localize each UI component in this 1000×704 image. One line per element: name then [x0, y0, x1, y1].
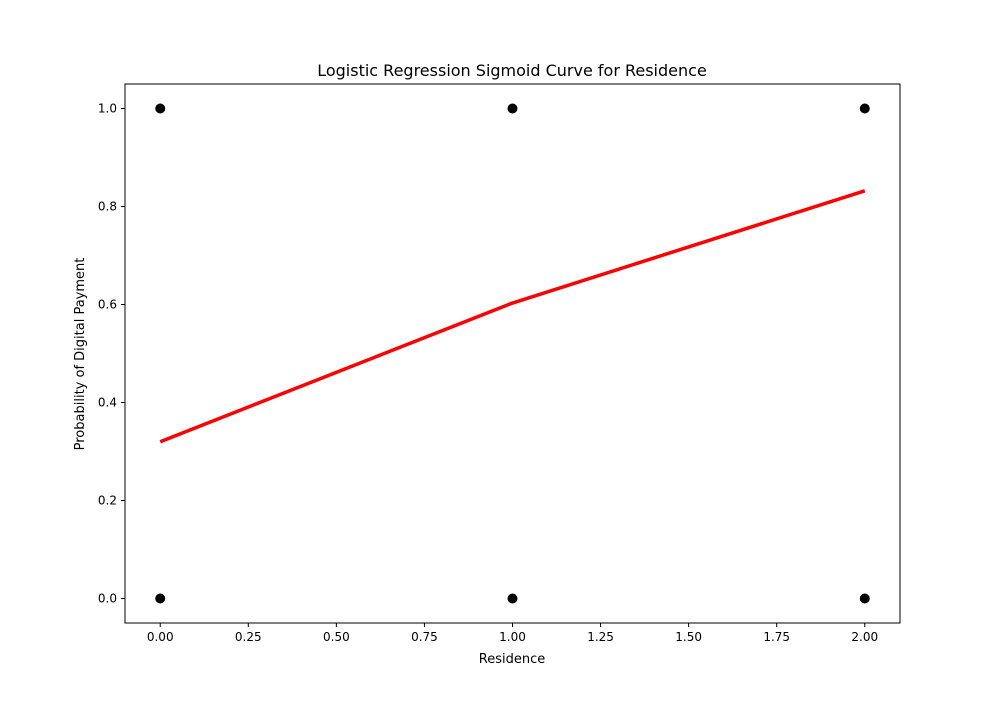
x-tick-label: 2.00 [851, 630, 878, 644]
x-tick-label: 0.25 [235, 630, 262, 644]
y-tick-label: 0.4 [98, 396, 117, 410]
x-tick-label: 0.50 [323, 630, 350, 644]
y-tick-label: 0.6 [98, 298, 117, 312]
chart-title: Logistic Regression Sigmoid Curve for Re… [317, 61, 707, 80]
scatter-point [155, 103, 166, 114]
y-tick-label: 1.0 [98, 102, 117, 116]
sigmoid-curve-line [159, 189, 866, 444]
x-tick-label: 1.00 [499, 630, 526, 644]
scatter-point [859, 103, 870, 114]
scatter-point [507, 593, 518, 604]
y-tick-label: 0.0 [98, 592, 117, 606]
x-tick-label: 1.50 [675, 630, 702, 644]
y-tick-label: 0.8 [98, 200, 117, 214]
x-tick-label: 1.75 [763, 630, 790, 644]
x-axis-ticks: 0.00 0.25 0.50 0.75 1.00 1.25 1.50 1.75 2.00 [147, 623, 878, 644]
x-axis-label: Residence [479, 652, 545, 667]
series-layer [155, 103, 870, 604]
x-tick-label: 1.25 [587, 630, 614, 644]
x-tick-label: 0.00 [147, 630, 174, 644]
plot-area-frame [124, 83, 901, 624]
y-axis-ticks: 0.0 0.2 0.4 0.6 0.8 1.0 [98, 102, 125, 606]
y-tick-label: 0.2 [98, 494, 117, 508]
y-axis-label: Probability of Digital Payment [73, 258, 88, 451]
scatter-point [859, 593, 870, 604]
scatter-point [155, 593, 166, 604]
scatter-point [507, 103, 518, 114]
x-tick-label: 0.75 [411, 630, 438, 644]
